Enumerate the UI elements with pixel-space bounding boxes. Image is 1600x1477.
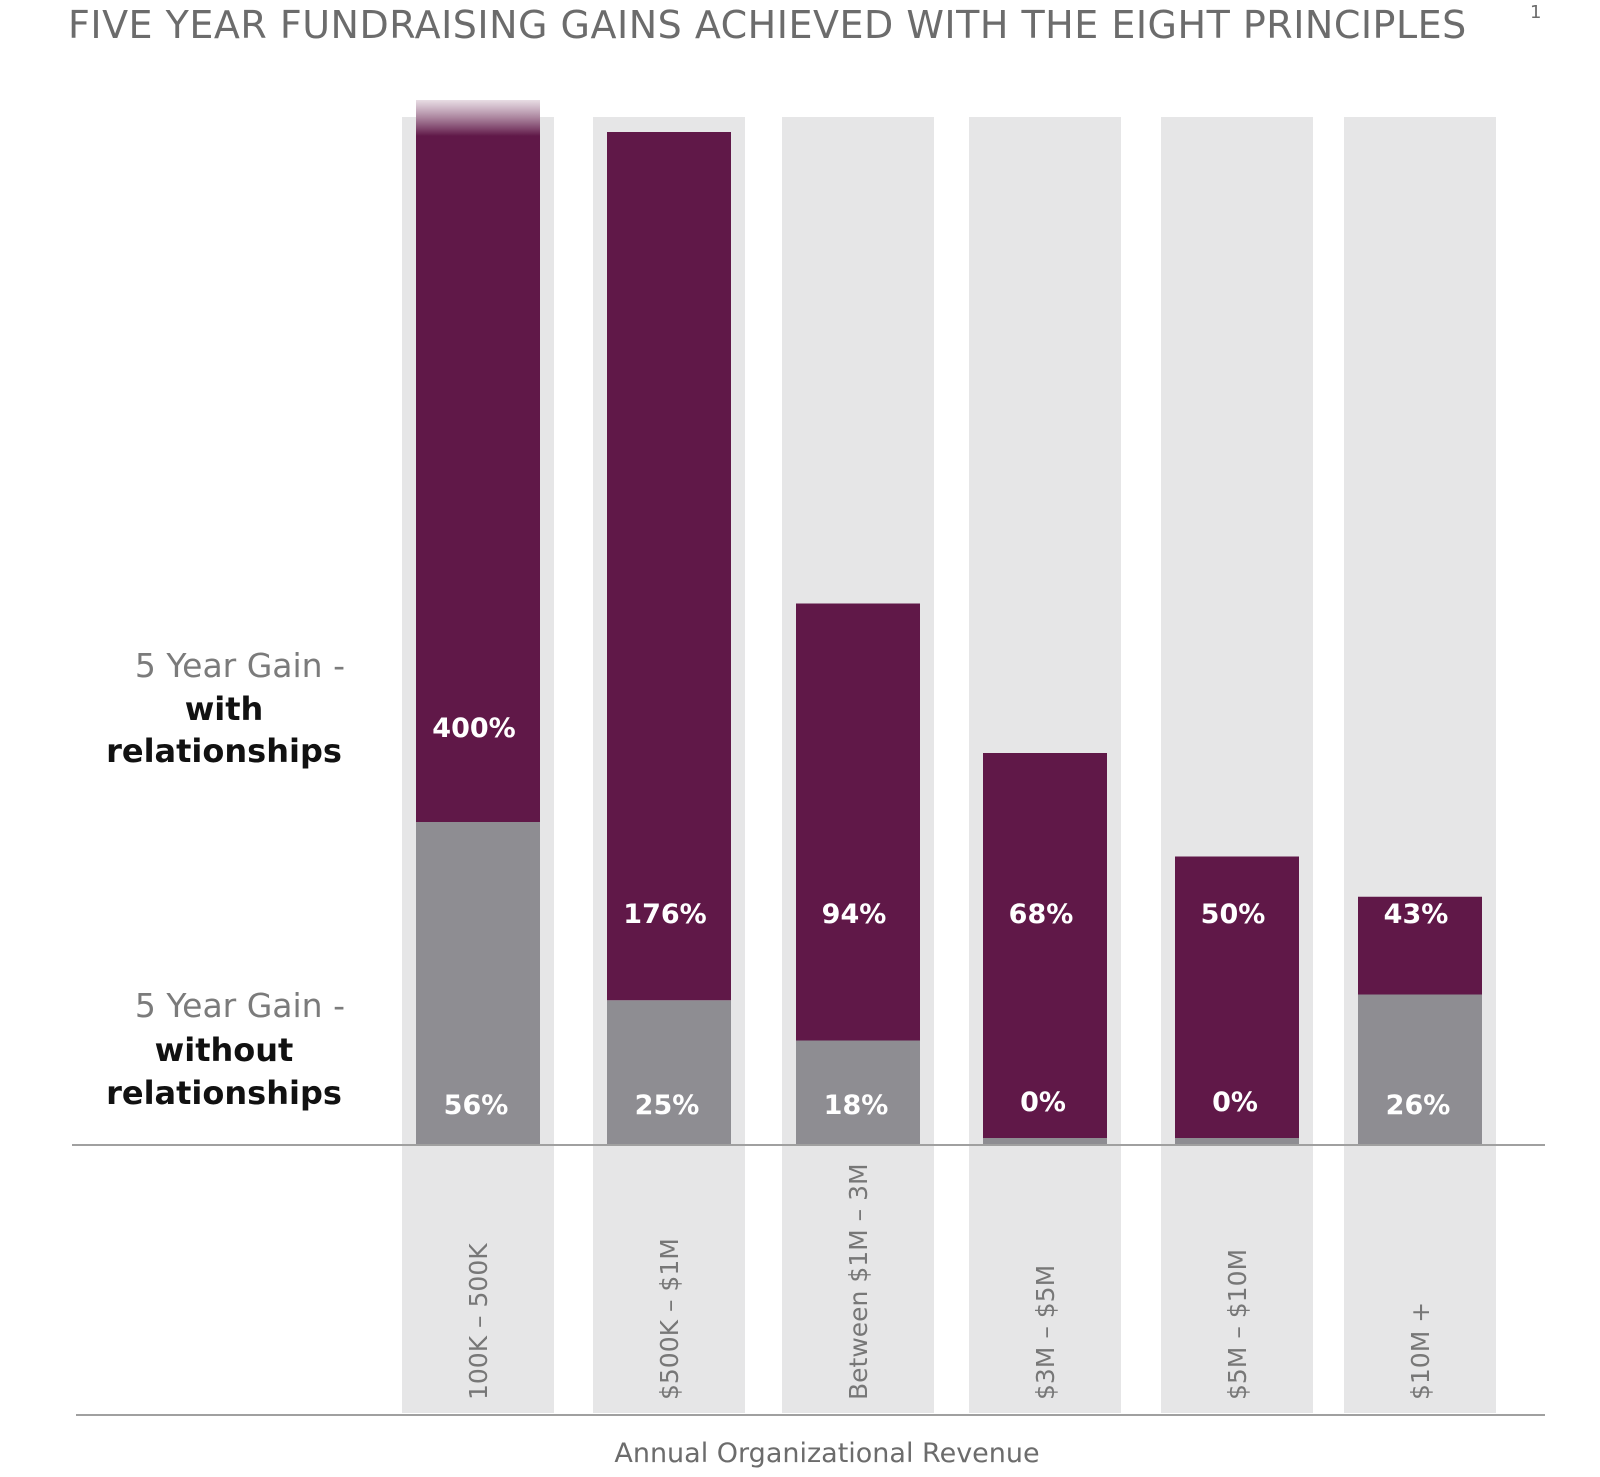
legend-without-relationships: 5 Year Gain - without relationships [106, 986, 345, 1112]
legend-with-relationships: 5 Year Gain - with relationships [106, 646, 345, 770]
background-column [1161, 117, 1313, 1413]
background-columns [402, 117, 1496, 1413]
bars-with-relationships [416, 100, 1482, 1138]
value-label-without-relationships: 56% [444, 1090, 509, 1121]
value-label-with-relationships: 176% [623, 899, 706, 930]
bar-with-relationships [983, 753, 1107, 1138]
value-label-without-relationships: 25% [635, 1090, 700, 1121]
value-label-with-relationships: 43% [1384, 899, 1449, 930]
chart-title: FIVE YEAR FUNDRAISING GAINS ACHIEVED WIT… [68, 3, 1467, 47]
legend-with-line-3: relationships [106, 732, 342, 770]
category-tick-label: $10M + [1406, 1302, 1435, 1400]
bar-with-relationships [796, 603, 920, 1041]
category-tick-label: $500K – $1M [655, 1238, 684, 1400]
x-axis-label: Annual Organizational Revenue [614, 1438, 1039, 1469]
legend-with-line-1: 5 Year Gain - [135, 646, 345, 685]
bar-with-relationships [607, 132, 731, 1001]
category-tick-labels: 100K – 500K $500K – $1M Between $1M – 3M $3… [464, 1163, 1435, 1400]
chart-title-text: FIVE YEAR FUNDRAISING GAINS ACHIEVED WIT… [68, 3, 1467, 47]
bar-with-relationships [1175, 856, 1299, 1138]
value-label-without-relationships: 0% [1212, 1087, 1258, 1118]
bar-truncation-fade [416, 100, 540, 136]
bar-without-relationships [416, 822, 540, 1144]
value-labels: 400% 56% 176% 25% 94% 18% 68% 0% 50% 0% 43% 26% [432, 713, 1450, 1121]
value-label-without-relationships: 0% [1020, 1087, 1066, 1118]
bar-without-relationships [1175, 1138, 1299, 1144]
value-label-without-relationships: 18% [824, 1090, 889, 1121]
category-tick-label: 100K – 500K [464, 1243, 493, 1400]
chart-title-footnote-mark: 1 [1530, 2, 1541, 23]
bar-with-relationships [416, 100, 540, 822]
background-column [1344, 117, 1496, 1413]
value-label-without-relationships: 26% [1386, 1090, 1451, 1121]
bar-without-relationships [983, 1138, 1107, 1144]
bar-without-relationships [607, 1000, 731, 1144]
bar-with-relationships [1358, 896, 1482, 995]
value-label-with-relationships: 68% [1009, 899, 1074, 930]
value-label-with-relationships: 400% [432, 713, 515, 744]
legend-with-line-2: with [185, 690, 264, 728]
legend-without-line-3: relationships [106, 1074, 342, 1112]
bars-without-relationships [416, 822, 1482, 1144]
category-tick-label: $5M – $10M [1223, 1249, 1252, 1400]
value-label-with-relationships: 50% [1201, 899, 1266, 930]
legend-without-line-2: without [155, 1031, 294, 1069]
category-tick-label: $3M – $5M [1031, 1265, 1060, 1400]
legend-without-line-1: 5 Year Gain - [135, 986, 345, 1025]
value-label-with-relationships: 94% [822, 899, 887, 930]
category-tick-label: Between $1M – 3M [844, 1163, 873, 1400]
bar-without-relationships [1358, 994, 1482, 1144]
bar-without-relationships [796, 1040, 920, 1144]
